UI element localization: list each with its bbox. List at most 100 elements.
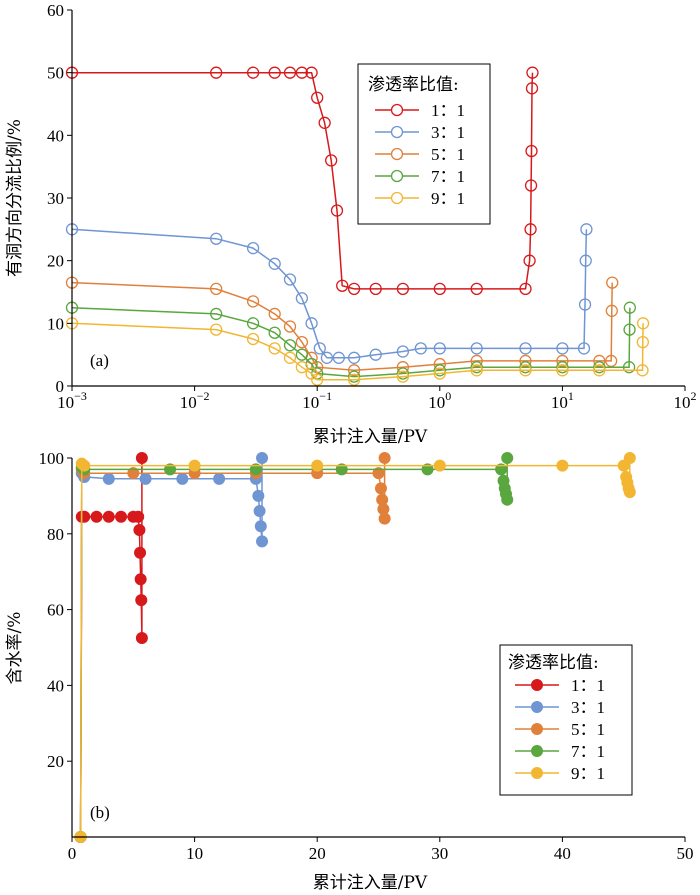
panel-a-point <box>347 370 361 383</box>
panel-a-point <box>396 282 410 296</box>
panel-a-point <box>283 320 297 333</box>
panel-b-legend-swatch-marker <box>531 679 543 691</box>
panel-b-point <box>132 510 145 523</box>
panel-b-point <box>135 452 148 464</box>
panel-a-point <box>524 223 537 236</box>
panel-a-legend-swatch-marker <box>390 125 404 139</box>
panel-a-point <box>622 361 636 374</box>
panel-b-point <box>102 472 115 485</box>
panel-b-label: (b) <box>90 803 110 822</box>
panel-a-point <box>347 364 361 377</box>
panel-a-point <box>593 354 606 368</box>
panel-b-point <box>253 505 266 518</box>
panel-a-point <box>305 317 318 330</box>
panel-a-point <box>295 335 309 349</box>
panel-a-point <box>606 276 619 289</box>
panel-a-legend-swatch-marker <box>390 191 404 205</box>
panel-a-point <box>330 204 344 217</box>
panel-b-y-tick-label: 60 <box>47 601 64 620</box>
panel-a-y-tick-label: 10 <box>47 314 64 333</box>
panel-a-point <box>593 361 606 374</box>
panel-a-point <box>283 339 297 352</box>
panel-a-plot-area <box>65 66 650 386</box>
panel-a-point <box>623 301 637 314</box>
panel-a-point <box>347 351 361 364</box>
panel-a-legend-label: 9：1 <box>431 189 465 208</box>
panel-a-point <box>519 282 532 296</box>
panel-b-legend: 渗透率比值: 1：1 3：1 5：1 7：1 9：1 <box>499 644 633 796</box>
panel-a-point <box>246 241 260 255</box>
panel-b-point <box>213 472 226 485</box>
panel-a-point <box>396 367 410 380</box>
panel-a-point <box>519 364 532 377</box>
panel-a-point <box>636 335 649 349</box>
panel-b-x-tick-label: 40 <box>554 844 571 863</box>
panel-a-x-tick-label: 10−1 <box>302 389 332 412</box>
panel-a-point <box>268 66 281 79</box>
panel-a-x-axis-title: 累计注入量/PV <box>313 427 428 447</box>
panel-a-legend-swatch-marker <box>390 103 404 117</box>
panel-a-point <box>283 273 297 286</box>
panel-b-point <box>311 459 324 472</box>
panel-a-point <box>268 342 281 355</box>
panel-a-point <box>470 354 483 368</box>
panel-a-point <box>268 257 281 270</box>
panel-b-point <box>78 510 91 523</box>
panel-b-point <box>374 482 387 495</box>
panel-a-legend-items: 1：1 3：1 5：1 7：1 9：1 <box>375 101 465 208</box>
panel-a-point <box>519 361 532 374</box>
panel-a-point <box>556 342 569 355</box>
panel-a-point <box>556 364 569 377</box>
panel-a-point <box>433 367 446 380</box>
panel-a-point <box>433 282 446 296</box>
panel-b-point <box>249 463 262 476</box>
panel-b-water-cut-chart: 0 10 20 30 40 50 20 40 60 80 100 (b) 累计注入量/PV 含水率/… <box>5 449 694 893</box>
panel-a-point <box>470 361 483 374</box>
panel-a-legend-swatch-marker <box>390 147 404 161</box>
panel-a-point <box>470 282 483 296</box>
panel-a-point <box>210 66 223 79</box>
panel-a-point <box>433 342 446 355</box>
panel-a-point <box>325 154 338 167</box>
panel-a-legend: 渗透率比值: 1：1 3：1 5：1 7：1 9：1 <box>357 63 491 225</box>
panel-a-x-tick-label: 10−2 <box>180 389 210 412</box>
panel-a-point <box>605 304 618 317</box>
panel-b-point <box>378 512 391 525</box>
panel-b-legend-box <box>499 644 633 796</box>
panel-a-point <box>246 295 260 308</box>
panel-a-point <box>295 348 309 361</box>
panel-b-legend-swatch-marker <box>531 701 543 713</box>
panel-a-point <box>636 364 649 377</box>
panel-a-point <box>268 326 281 339</box>
panel-a-point <box>525 82 539 95</box>
panel-a-point <box>396 361 410 374</box>
panel-a-point <box>433 364 446 377</box>
panel-a-point <box>347 282 361 296</box>
panel-b-point <box>254 520 267 533</box>
panel-b-y-tick-label: 80 <box>47 525 64 544</box>
panel-a-point <box>525 144 538 158</box>
panel-a-point <box>210 323 223 336</box>
panel-b-x-tick-label: 20 <box>309 844 326 863</box>
panel-a-y-axis-title: 有洞方向分流比例/% <box>5 119 25 277</box>
panel-a-y-tick-label: 60 <box>47 1 64 20</box>
panel-b-point <box>139 472 152 485</box>
panel-a-point <box>369 348 382 361</box>
panel-a-point <box>580 223 593 236</box>
panel-a-point <box>523 254 536 267</box>
panel-b-point <box>556 459 569 472</box>
panel-b-x-tick-label: 0 <box>68 844 77 863</box>
panel-a-point <box>519 354 532 368</box>
panel-b-point <box>433 459 446 472</box>
panel-b-point <box>102 510 115 523</box>
panel-b-point <box>335 463 348 476</box>
panel-a-legend-label: 5：1 <box>431 145 465 164</box>
panel-b-legend-label: 9：1 <box>571 764 605 783</box>
panel-b-point <box>127 467 140 480</box>
panel-a-point <box>268 307 281 321</box>
panel-b-point <box>256 452 269 464</box>
panel-a-point <box>524 179 538 192</box>
panel-b-point <box>78 459 91 472</box>
panel-a-point <box>556 361 569 374</box>
panel-a-point <box>593 364 606 377</box>
